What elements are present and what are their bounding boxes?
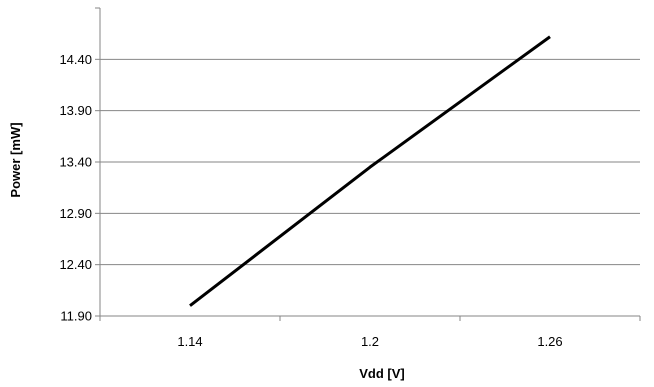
axes bbox=[95, 7, 641, 321]
y-tick-label: 11.90 bbox=[60, 309, 92, 324]
y-tick-label: 12.40 bbox=[59, 257, 92, 272]
y-tick-labels: 11.90 12.40 12.90 13.40 13.90 14.40 bbox=[59, 52, 92, 324]
gridlines bbox=[100, 58, 640, 266]
x-tick-label: 1.14 bbox=[177, 334, 202, 349]
y-axis-title: Power [mW] bbox=[8, 122, 23, 197]
series-layer bbox=[189, 35, 551, 307]
x-tick-label: 1.26 bbox=[537, 334, 562, 349]
y-tick-label: 13.40 bbox=[59, 155, 92, 170]
y-tick-label: 13.90 bbox=[59, 103, 92, 118]
series-line bbox=[189, 35, 551, 307]
x-axis-title: Vdd [V] bbox=[359, 366, 405, 381]
y-tick-label: 12.90 bbox=[59, 206, 92, 221]
y-tick-label: 14.40 bbox=[59, 52, 92, 67]
x-tick-labels: 1.14 1.2 1.26 bbox=[177, 334, 562, 349]
x-tick-label: 1.2 bbox=[361, 334, 379, 349]
